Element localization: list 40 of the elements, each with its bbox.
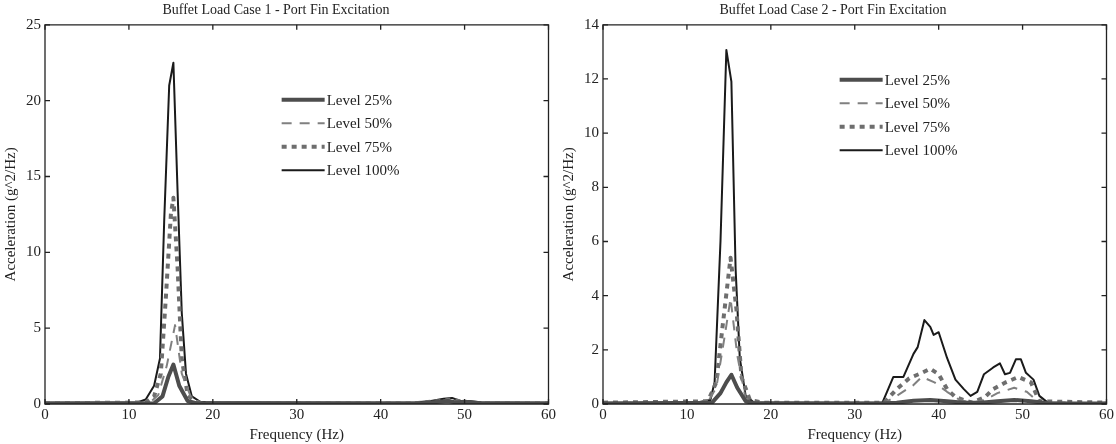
- y-tick-label: 10: [584, 124, 599, 141]
- x-tick-label: 30: [289, 405, 305, 422]
- x-axis-title: Frequency (Hz): [249, 425, 345, 443]
- chart-title: Buffet Load Case 1 - Port Fin Excitation: [162, 2, 390, 18]
- x-tick-label: 50: [1015, 405, 1031, 422]
- x-tick-label: 50: [457, 405, 473, 422]
- x-tick-label: 20: [205, 405, 221, 422]
- y-tick-label: 4: [591, 286, 600, 303]
- y-axis-title: Acceleration (g^2/Hz): [559, 147, 577, 282]
- y-tick-label: 0: [591, 394, 599, 411]
- legend-label: Level 25%: [326, 91, 393, 108]
- x-tick-label: 60: [1099, 405, 1114, 422]
- x-tick-label: 40: [373, 405, 389, 422]
- legend-label: Level 100%: [326, 162, 400, 179]
- chart-title: Buffet Load Case 2 - Port Fin Excitation: [719, 2, 947, 18]
- y-tick-label: 5: [33, 319, 41, 336]
- x-tick-label: 10: [121, 405, 137, 422]
- y-tick-label: 8: [591, 178, 599, 195]
- legend-label: Level 50%: [326, 115, 393, 132]
- legend-label: Level 75%: [884, 118, 951, 135]
- x-tick-label: 40: [931, 405, 947, 422]
- y-tick-label: 10: [26, 243, 41, 260]
- y-tick-label: 0: [33, 394, 41, 411]
- x-tick-label: 20: [763, 405, 779, 422]
- y-tick-label: 12: [584, 69, 599, 86]
- x-tick-label: 60: [541, 405, 556, 422]
- y-tick-label: 14: [584, 15, 600, 32]
- legend-label: Level 25%: [884, 71, 951, 88]
- x-tick-label: 10: [679, 405, 695, 422]
- legend-label: Level 50%: [884, 95, 951, 112]
- y-axis-title: Acceleration (g^2/Hz): [1, 147, 19, 282]
- x-axis-title: Frequency (Hz): [807, 425, 903, 443]
- x-tick-label: 30: [847, 405, 863, 422]
- y-tick-label: 20: [26, 91, 41, 108]
- y-tick-label: 15: [26, 167, 41, 184]
- y-tick-label: 2: [591, 340, 599, 357]
- legend-label: Level 75%: [326, 138, 393, 155]
- legend-label: Level 100%: [884, 142, 958, 159]
- y-tick-label: 6: [591, 232, 600, 249]
- y-tick-label: 25: [26, 15, 41, 32]
